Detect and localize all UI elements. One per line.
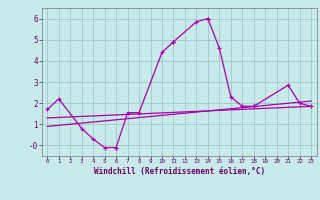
X-axis label: Windchill (Refroidissement éolien,°C): Windchill (Refroidissement éolien,°C) xyxy=(94,167,265,176)
